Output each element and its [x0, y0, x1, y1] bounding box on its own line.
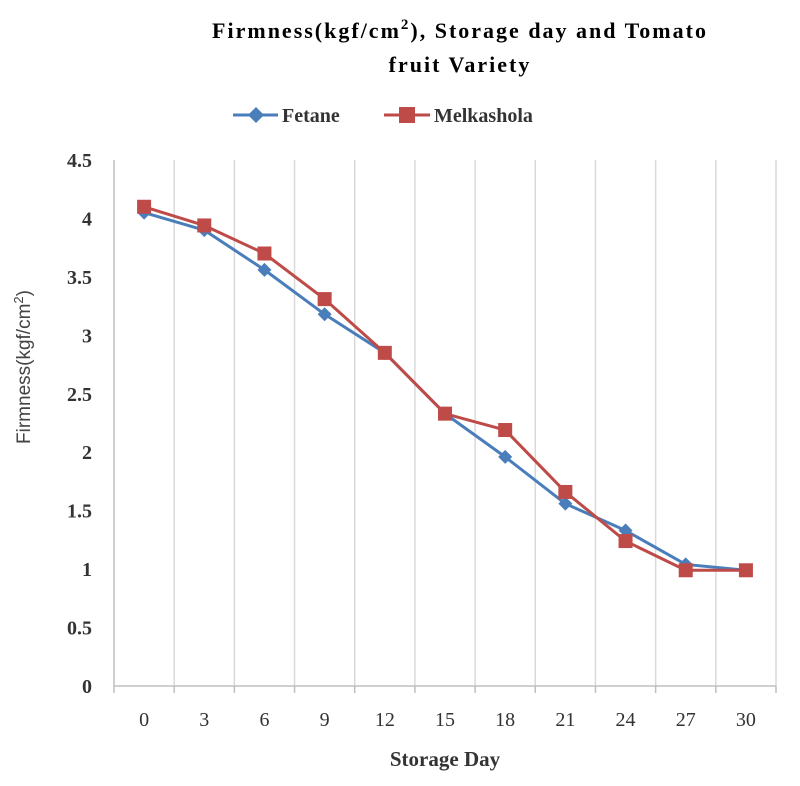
- chart-title-part1: Firmness(kgf/cm: [212, 18, 401, 43]
- x-tick-label: 24: [616, 709, 636, 731]
- x-tick-label: 9: [320, 709, 330, 731]
- x-axis-label: Storage Day: [390, 747, 501, 771]
- series-fetane: [137, 205, 753, 578]
- x-tick-label: 3: [199, 709, 209, 731]
- x-tick-label: 6: [259, 709, 269, 731]
- legend-entry-melkashola: Melkashola: [384, 105, 533, 127]
- x-tick-label: 12: [375, 709, 395, 731]
- chart-title: Firmness(kgf/cm2), Storage day and Tomat…: [212, 17, 708, 43]
- y-axis-label-tail: ): [14, 290, 35, 296]
- x-tick-label: 21: [555, 709, 575, 731]
- y-tick-label: 3: [82, 325, 92, 347]
- gridlines: [173, 160, 777, 686]
- data-point-melkashola: [738, 563, 753, 578]
- y-tick-label: 0.5: [67, 618, 92, 640]
- y-tick-label: 2: [82, 442, 92, 464]
- x-tick-label: 15: [435, 709, 455, 731]
- legend-marker-melkashola: [399, 107, 415, 123]
- x-axis-ticks: 0 3 6 9 12 15 18 21 24 27 30: [113, 686, 777, 731]
- y-tick-label: 4: [82, 208, 92, 230]
- data-point-melkashola: [257, 246, 272, 261]
- data-point-melkashola: [618, 534, 633, 549]
- y-tick-label: 1.5: [67, 501, 92, 523]
- legend: Fetane Melkashola: [233, 105, 533, 127]
- y-tick-label: 3.5: [67, 267, 92, 289]
- y-tick-label: 1: [82, 559, 92, 581]
- data-point-fetane: [618, 523, 633, 538]
- data-point-melkashola: [377, 345, 392, 360]
- y-tick-label: 4.5: [67, 150, 92, 172]
- chart-title-sup: 2: [401, 17, 411, 33]
- chart-title-line2: fruit Variety: [389, 52, 532, 77]
- y-axis-ticks: 0 0.5 1 1.5 2 2.5 3 3.5 4 4.5: [67, 150, 92, 698]
- x-tick-label: 18: [495, 709, 515, 731]
- legend-marker-fetane: [248, 107, 264, 123]
- data-point-fetane: [317, 307, 332, 322]
- data-point-melkashola: [137, 199, 152, 214]
- data-point-fetane: [498, 449, 513, 464]
- data-point-melkashola: [317, 292, 332, 307]
- x-tick-label: 30: [736, 709, 756, 731]
- x-tick-label: 0: [139, 709, 149, 731]
- y-axis-label-main: Firmness(kgf/cm: [14, 304, 35, 444]
- legend-label-fetane: Fetane: [282, 105, 340, 127]
- legend-label-melkashola: Melkashola: [434, 105, 533, 127]
- y-axis-label-sup: 2: [11, 296, 26, 303]
- x-tick-label: 27: [676, 709, 696, 731]
- series-layer: [137, 199, 753, 578]
- axes: [113, 160, 776, 687]
- chart-title-part2: ), Storage day and Tomato: [410, 18, 708, 43]
- data-point-melkashola: [438, 406, 452, 421]
- data-point-melkashola: [498, 423, 513, 438]
- data-point-fetane: [558, 496, 573, 511]
- data-point-melkashola: [558, 484, 573, 499]
- y-tick-label: 0: [82, 676, 92, 698]
- data-point-melkashola: [197, 218, 212, 233]
- legend-entry-fetane: Fetane: [233, 105, 340, 127]
- data-point-melkashola: [678, 563, 693, 578]
- y-tick-label: 2.5: [67, 384, 92, 406]
- series-melkashola: [137, 199, 753, 578]
- y-axis-label: Firmness(kgf/cm2): [11, 290, 35, 444]
- data-point-fetane: [257, 262, 272, 277]
